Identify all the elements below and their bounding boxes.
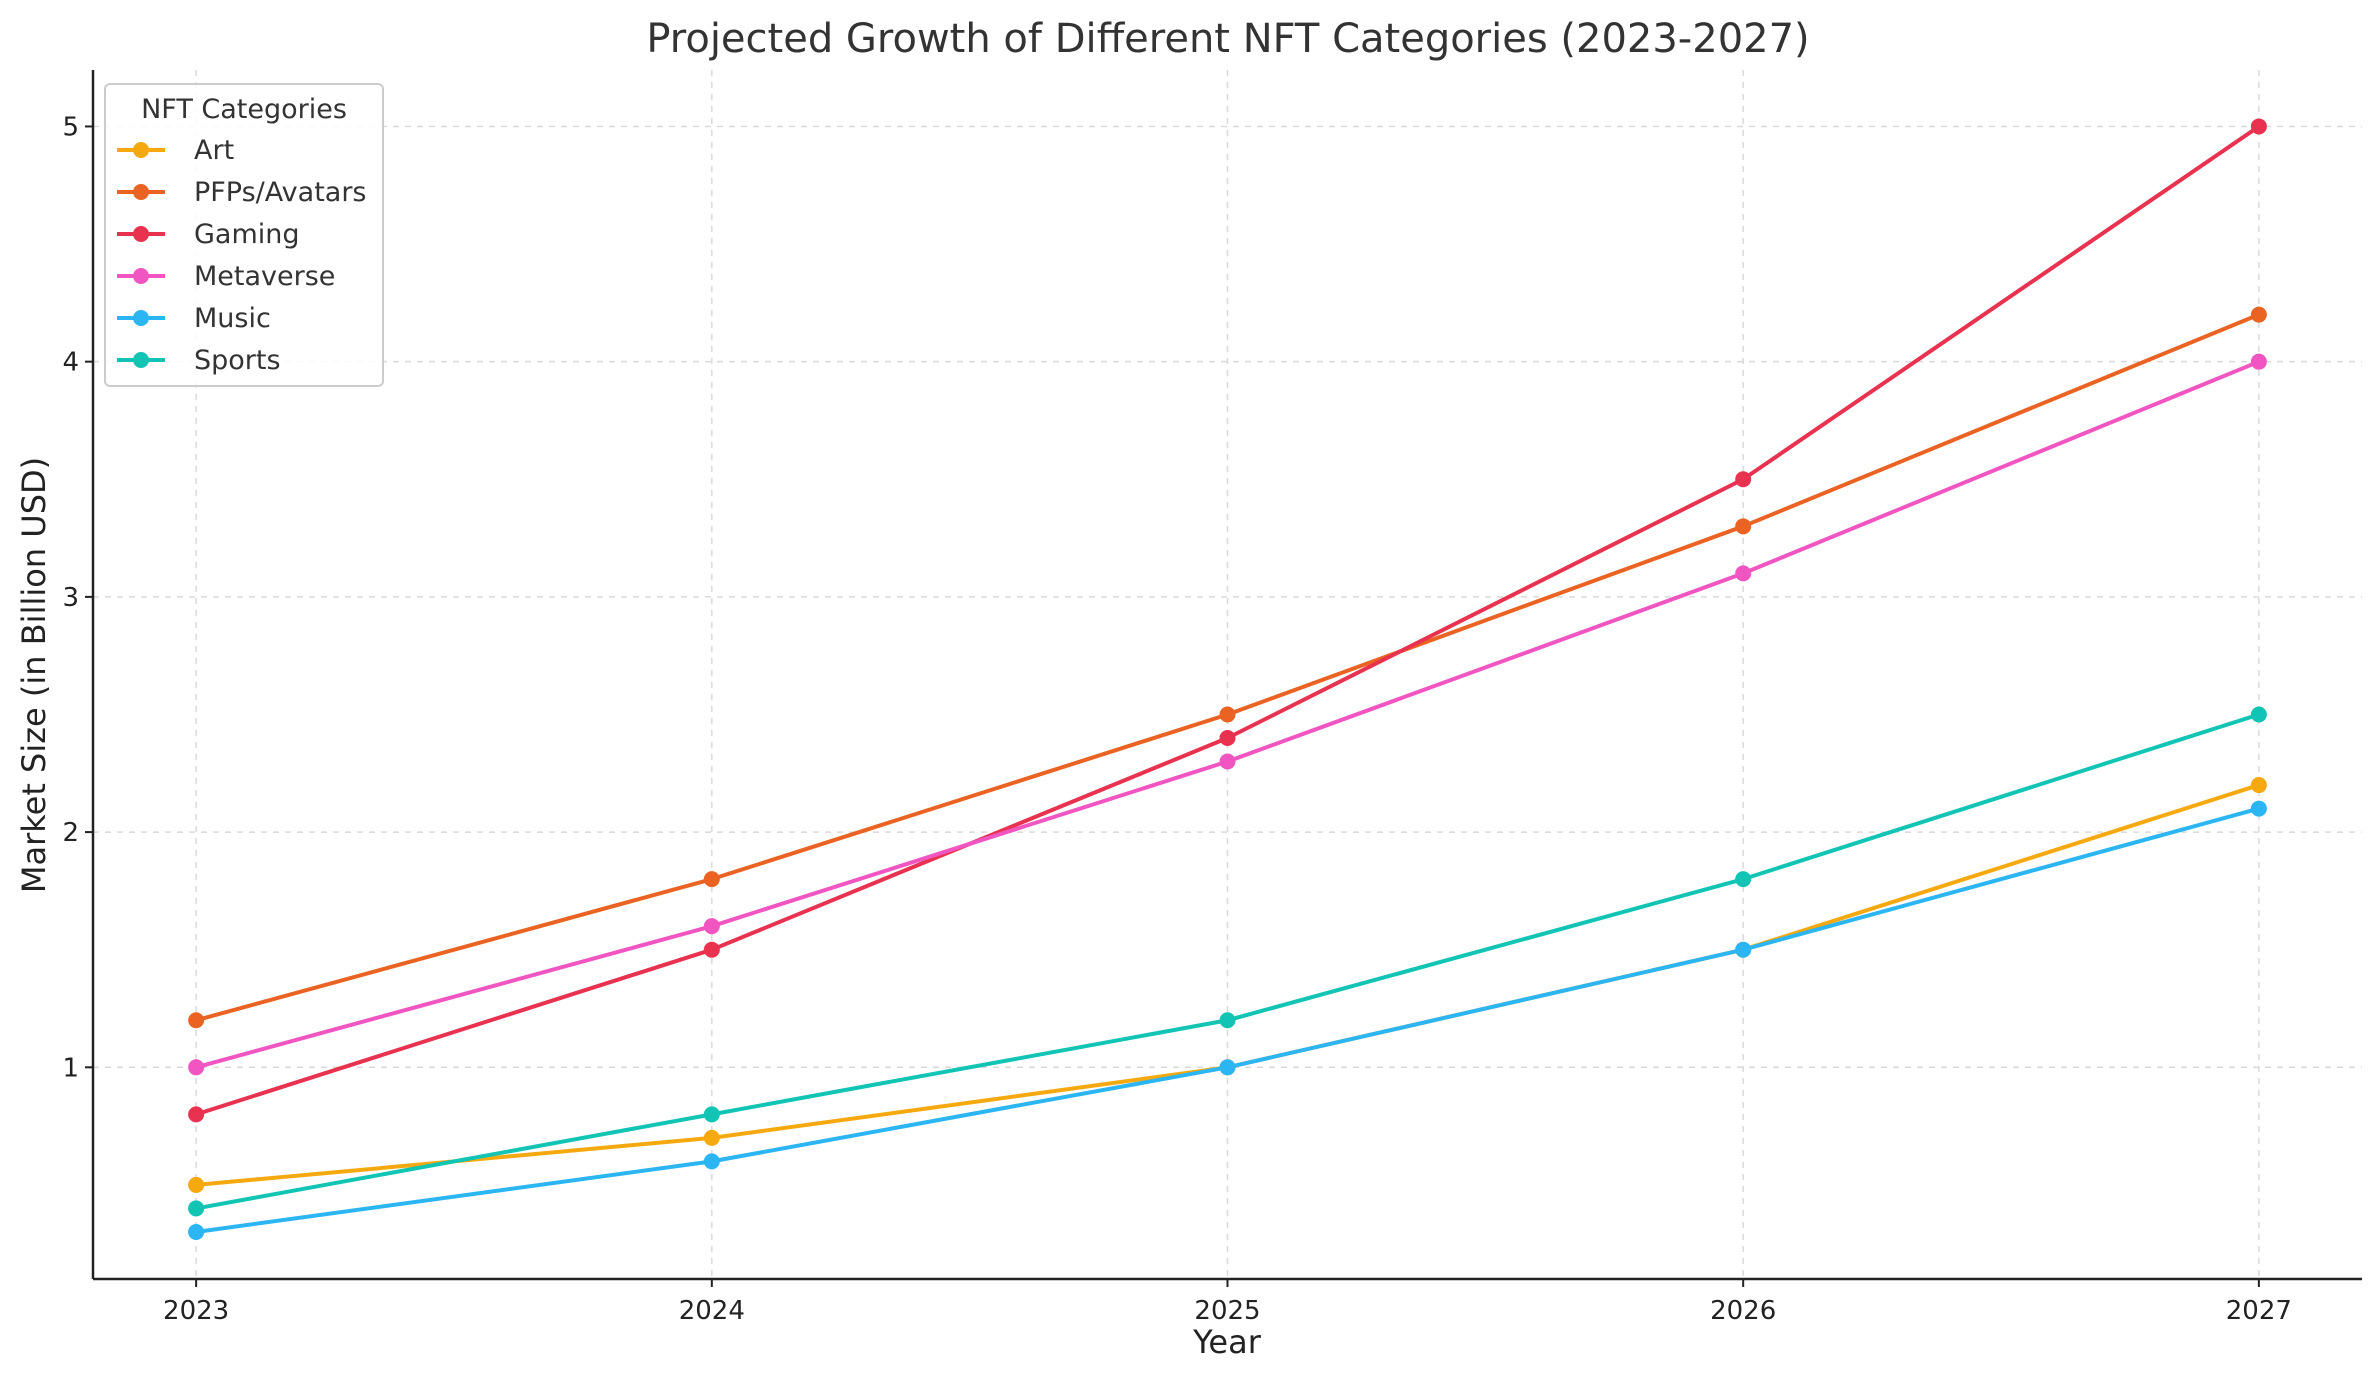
data-point-metaverse — [1219, 753, 1236, 770]
data-point-pfps-avatars — [1735, 518, 1752, 535]
data-point-gaming — [703, 941, 720, 958]
y-axis-label: Market Size (in Billion USD) — [15, 457, 53, 893]
legend-label: Metaverse — [194, 261, 335, 292]
legend: NFT Categories Art PFPs/Avatars Gaming Meta… — [104, 83, 384, 387]
grid — [93, 70, 2362, 1279]
x-axis-label: Year — [1192, 1323, 1262, 1361]
data-point-sports — [1735, 871, 1752, 888]
data-point-metaverse — [2250, 353, 2267, 370]
data-point-music — [1219, 1059, 1236, 1076]
data-point-pfps-avatars — [188, 1012, 205, 1029]
x-tick-label: 2023 — [163, 1296, 229, 1326]
legend-box — [104, 83, 384, 387]
x-tick-label: 2026 — [1710, 1296, 1776, 1326]
data-point-music — [1735, 941, 1752, 958]
data-point-gaming — [1735, 471, 1752, 488]
series-lines — [188, 118, 2267, 1240]
chart-title: Projected Growth of Different NFT Catego… — [646, 16, 1809, 62]
data-point-music — [2250, 800, 2267, 817]
data-point-pfps-avatars — [1219, 706, 1236, 723]
y-tick-label: 1 — [62, 1053, 79, 1083]
series-metaverse — [188, 353, 2267, 1076]
legend-item-metaverse: Metaverse — [117, 261, 335, 292]
data-point-sports — [188, 1200, 205, 1217]
legend-item-gaming: Gaming — [117, 219, 300, 250]
x-tick-label: 2025 — [1194, 1296, 1260, 1326]
data-point-sports — [1219, 1012, 1236, 1029]
legend-label: Art — [194, 135, 234, 166]
data-point-metaverse — [1735, 565, 1752, 582]
data-point-pfps-avatars — [703, 871, 720, 888]
legend-label: Gaming — [194, 219, 300, 250]
data-point-gaming — [1219, 730, 1236, 747]
legend-item-music: Music — [117, 303, 271, 334]
data-point-music — [188, 1223, 205, 1240]
legend-title: NFT Categories — [141, 94, 347, 125]
legend-swatch-marker — [133, 310, 149, 326]
legend-swatch-marker — [133, 184, 149, 200]
legend-item-sports: Sports — [117, 345, 281, 376]
series-sports — [188, 706, 2267, 1217]
data-point-gaming — [2250, 118, 2267, 135]
legend-label: PFPs/Avatars — [194, 177, 367, 208]
y-tick-label: 3 — [62, 583, 79, 613]
data-point-music — [703, 1153, 720, 1170]
series-pfps-avatars — [188, 306, 2267, 1029]
y-tick-label: 4 — [62, 348, 79, 378]
legend-label: Music — [194, 303, 271, 334]
legend-label: Sports — [194, 345, 281, 376]
data-point-art — [2250, 777, 2267, 794]
data-point-metaverse — [188, 1059, 205, 1076]
legend-items: Art PFPs/Avatars Gaming Metaverse Music Sport… — [117, 135, 367, 376]
data-point-art — [188, 1176, 205, 1193]
legend-item-pfps-avatars: PFPs/Avatars — [117, 177, 367, 208]
x-tick-label: 2027 — [2226, 1296, 2292, 1326]
data-point-sports — [703, 1106, 720, 1123]
y-tick-label: 2 — [62, 818, 79, 848]
x-tick-label: 2024 — [679, 1296, 745, 1326]
series-gaming — [188, 118, 2267, 1123]
y-tick-label: 5 — [62, 112, 79, 142]
series-music — [188, 800, 2267, 1240]
data-point-gaming — [188, 1106, 205, 1123]
legend-item-art: Art — [117, 135, 234, 166]
data-point-pfps-avatars — [2250, 306, 2267, 323]
legend-swatch-marker — [133, 142, 149, 158]
tick-labels: 2023 2024 2025 2026 2027 1 2 3 4 5 — [62, 112, 2291, 1326]
legend-swatch-marker — [133, 226, 149, 242]
legend-swatch-marker — [133, 268, 149, 284]
legend-swatch-marker — [133, 352, 149, 368]
data-point-art — [703, 1129, 720, 1146]
data-point-metaverse — [703, 918, 720, 935]
data-point-sports — [2250, 706, 2267, 723]
